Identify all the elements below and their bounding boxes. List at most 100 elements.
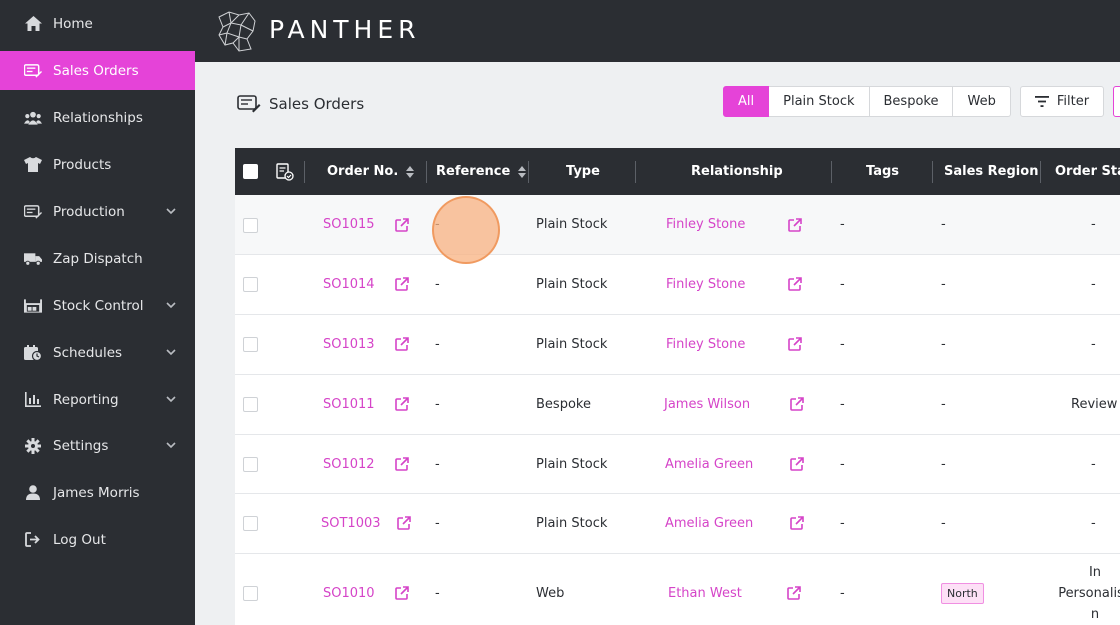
order-number-link[interactable]: SO1014 [323, 277, 375, 292]
column-header-type: Type [566, 164, 600, 179]
row-checkbox[interactable] [243, 218, 258, 233]
relationship-link[interactable]: Ethan West [668, 586, 742, 601]
sidebar-item-label: Production [53, 203, 125, 220]
table-row[interactable]: SO1011 - Bespoke James Wilson - - Review [235, 375, 1120, 435]
type-value: Plain Stock [536, 277, 608, 292]
row-checkbox[interactable] [243, 516, 258, 531]
type-value: Plain Stock [536, 337, 608, 352]
filter-bespoke-button[interactable]: Bespoke [869, 86, 954, 117]
relationship-link[interactable]: Finley Stone [666, 217, 746, 232]
sidebar-item-log-out[interactable]: Log Out [0, 520, 195, 559]
reference-value: - [435, 277, 440, 292]
reference-value: - [435, 337, 440, 352]
external-link-icon[interactable] [788, 218, 802, 232]
sidebar-item-schedules[interactable]: Schedules [0, 333, 195, 372]
filter-web-button[interactable]: Web [953, 86, 1011, 117]
sidebar-item-stock-control[interactable]: Stock Control [0, 286, 195, 325]
sidebar-item-home[interactable]: Home [0, 4, 195, 43]
row-checkbox[interactable] [243, 457, 258, 472]
people-icon [24, 109, 42, 127]
sidebar-item-label: Stock Control [53, 297, 144, 314]
filter-plain-stock-button[interactable]: Plain Stock [769, 86, 870, 117]
relationship-link[interactable]: Amelia Green [665, 456, 754, 472]
order-number-link[interactable]: SO1015 [323, 217, 375, 232]
table-row[interactable]: SO1015 - Plain Stock Finley Stone - - - [235, 195, 1120, 255]
tags-value: - [840, 277, 845, 292]
reference-value: - [435, 586, 440, 601]
table-row[interactable]: SO1010 - Web Ethan West - North In Perso… [235, 554, 1120, 625]
sidebar-item-products[interactable]: Products [0, 145, 195, 184]
sidebar-item-sales-orders[interactable]: Sales Orders [0, 51, 195, 90]
table-row[interactable]: SOT1003 - Plain Stock Amelia Green - - - [235, 494, 1120, 554]
sidebar-item-relationships[interactable]: Relationships [0, 98, 195, 137]
type-value: Plain Stock [536, 516, 608, 531]
order-number-link[interactable]: SO1013 [323, 337, 375, 352]
order-stage-value: - [1091, 516, 1096, 531]
row-checkbox[interactable] [243, 337, 258, 352]
relationship-link[interactable]: Finley Stone [666, 337, 746, 352]
external-link-icon[interactable] [395, 457, 409, 471]
sidebar-item-reporting[interactable]: Reporting [0, 380, 195, 419]
sidebar-item-production[interactable]: Production [0, 192, 195, 231]
brand-name[interactable]: PANTHER [269, 15, 421, 44]
warehouse-icon [24, 297, 42, 315]
external-link-icon[interactable] [395, 218, 409, 232]
external-link-icon[interactable] [790, 516, 804, 530]
column-header-sales-region: Sales Region [944, 164, 1039, 179]
column-header-order-no[interactable]: Order No. [327, 148, 415, 195]
top-bar: PANTHER [195, 0, 1120, 62]
sidebar-item-zap-dispatch[interactable]: Zap Dispatch [0, 239, 195, 278]
reference-value: - [435, 516, 440, 531]
sidebar-item-label: Sales Orders [53, 62, 139, 79]
reference-value: - [435, 397, 440, 412]
external-link-icon[interactable] [395, 586, 409, 600]
reference-value: - [435, 456, 440, 472]
sidebar-item-label: Zap Dispatch [53, 250, 143, 267]
select-all-checkbox[interactable] [243, 164, 258, 179]
external-link-icon[interactable] [787, 586, 801, 600]
relationship-link[interactable]: Amelia Green [665, 516, 754, 531]
order-stage-value: - [1091, 217, 1096, 232]
panther-logo-icon[interactable] [215, 9, 259, 53]
row-checkbox[interactable] [243, 586, 258, 601]
order-number-link[interactable]: SOT1003 [321, 516, 381, 531]
column-header-reference[interactable]: Reference [436, 148, 527, 195]
external-link-icon[interactable] [397, 516, 411, 530]
order-type-filter: All Plain Stock Bespoke Web [723, 86, 1011, 117]
chevron-down-icon [166, 208, 176, 215]
table-row[interactable]: SO1014 - Plain Stock Finley Stone - - - [235, 255, 1120, 315]
external-link-icon[interactable] [788, 337, 802, 351]
relationship-link[interactable]: Finley Stone [666, 277, 746, 292]
table-row[interactable]: SO1012 - Plain Stock Amelia Green - - - [235, 435, 1120, 494]
relationship-link[interactable]: James Wilson [664, 397, 751, 412]
sidebar-item-label: Home [53, 15, 93, 32]
external-link-icon[interactable] [395, 397, 409, 411]
sidebar-item-settings[interactable]: Settings [0, 426, 195, 465]
filter-all-button[interactable]: All [723, 86, 770, 117]
row-checkbox[interactable] [243, 397, 258, 412]
sort-icon[interactable] [518, 165, 527, 178]
type-value: Bespoke [536, 397, 591, 412]
external-link-icon[interactable] [395, 337, 409, 351]
column-settings-icon[interactable] [276, 163, 294, 181]
sort-icon[interactable] [406, 165, 415, 178]
external-link-icon[interactable] [395, 277, 409, 291]
filter-button[interactable]: Filter [1020, 86, 1104, 117]
external-link-icon[interactable] [790, 457, 804, 471]
more-actions-button[interactable] [1113, 86, 1120, 117]
table-row[interactable]: SO1013 - Plain Stock Finley Stone - - - [235, 315, 1120, 375]
order-number-link[interactable]: SO1011 [323, 397, 375, 412]
sales-region-value: - [941, 277, 946, 292]
sales-region-value: - [941, 217, 946, 232]
order-number-link[interactable]: SO1012 [323, 456, 375, 472]
chevron-down-icon [166, 349, 176, 356]
external-link-icon[interactable] [790, 397, 804, 411]
tags-value: - [840, 397, 845, 412]
home-icon [24, 15, 42, 33]
row-checkbox[interactable] [243, 277, 258, 292]
sales-region-value: - [941, 337, 946, 352]
order-number-link[interactable]: SO1010 [323, 586, 375, 601]
filter-button-label: Filter [1056, 94, 1090, 109]
external-link-icon[interactable] [788, 277, 802, 291]
sidebar-item-user[interactable]: James Morris [0, 473, 195, 512]
